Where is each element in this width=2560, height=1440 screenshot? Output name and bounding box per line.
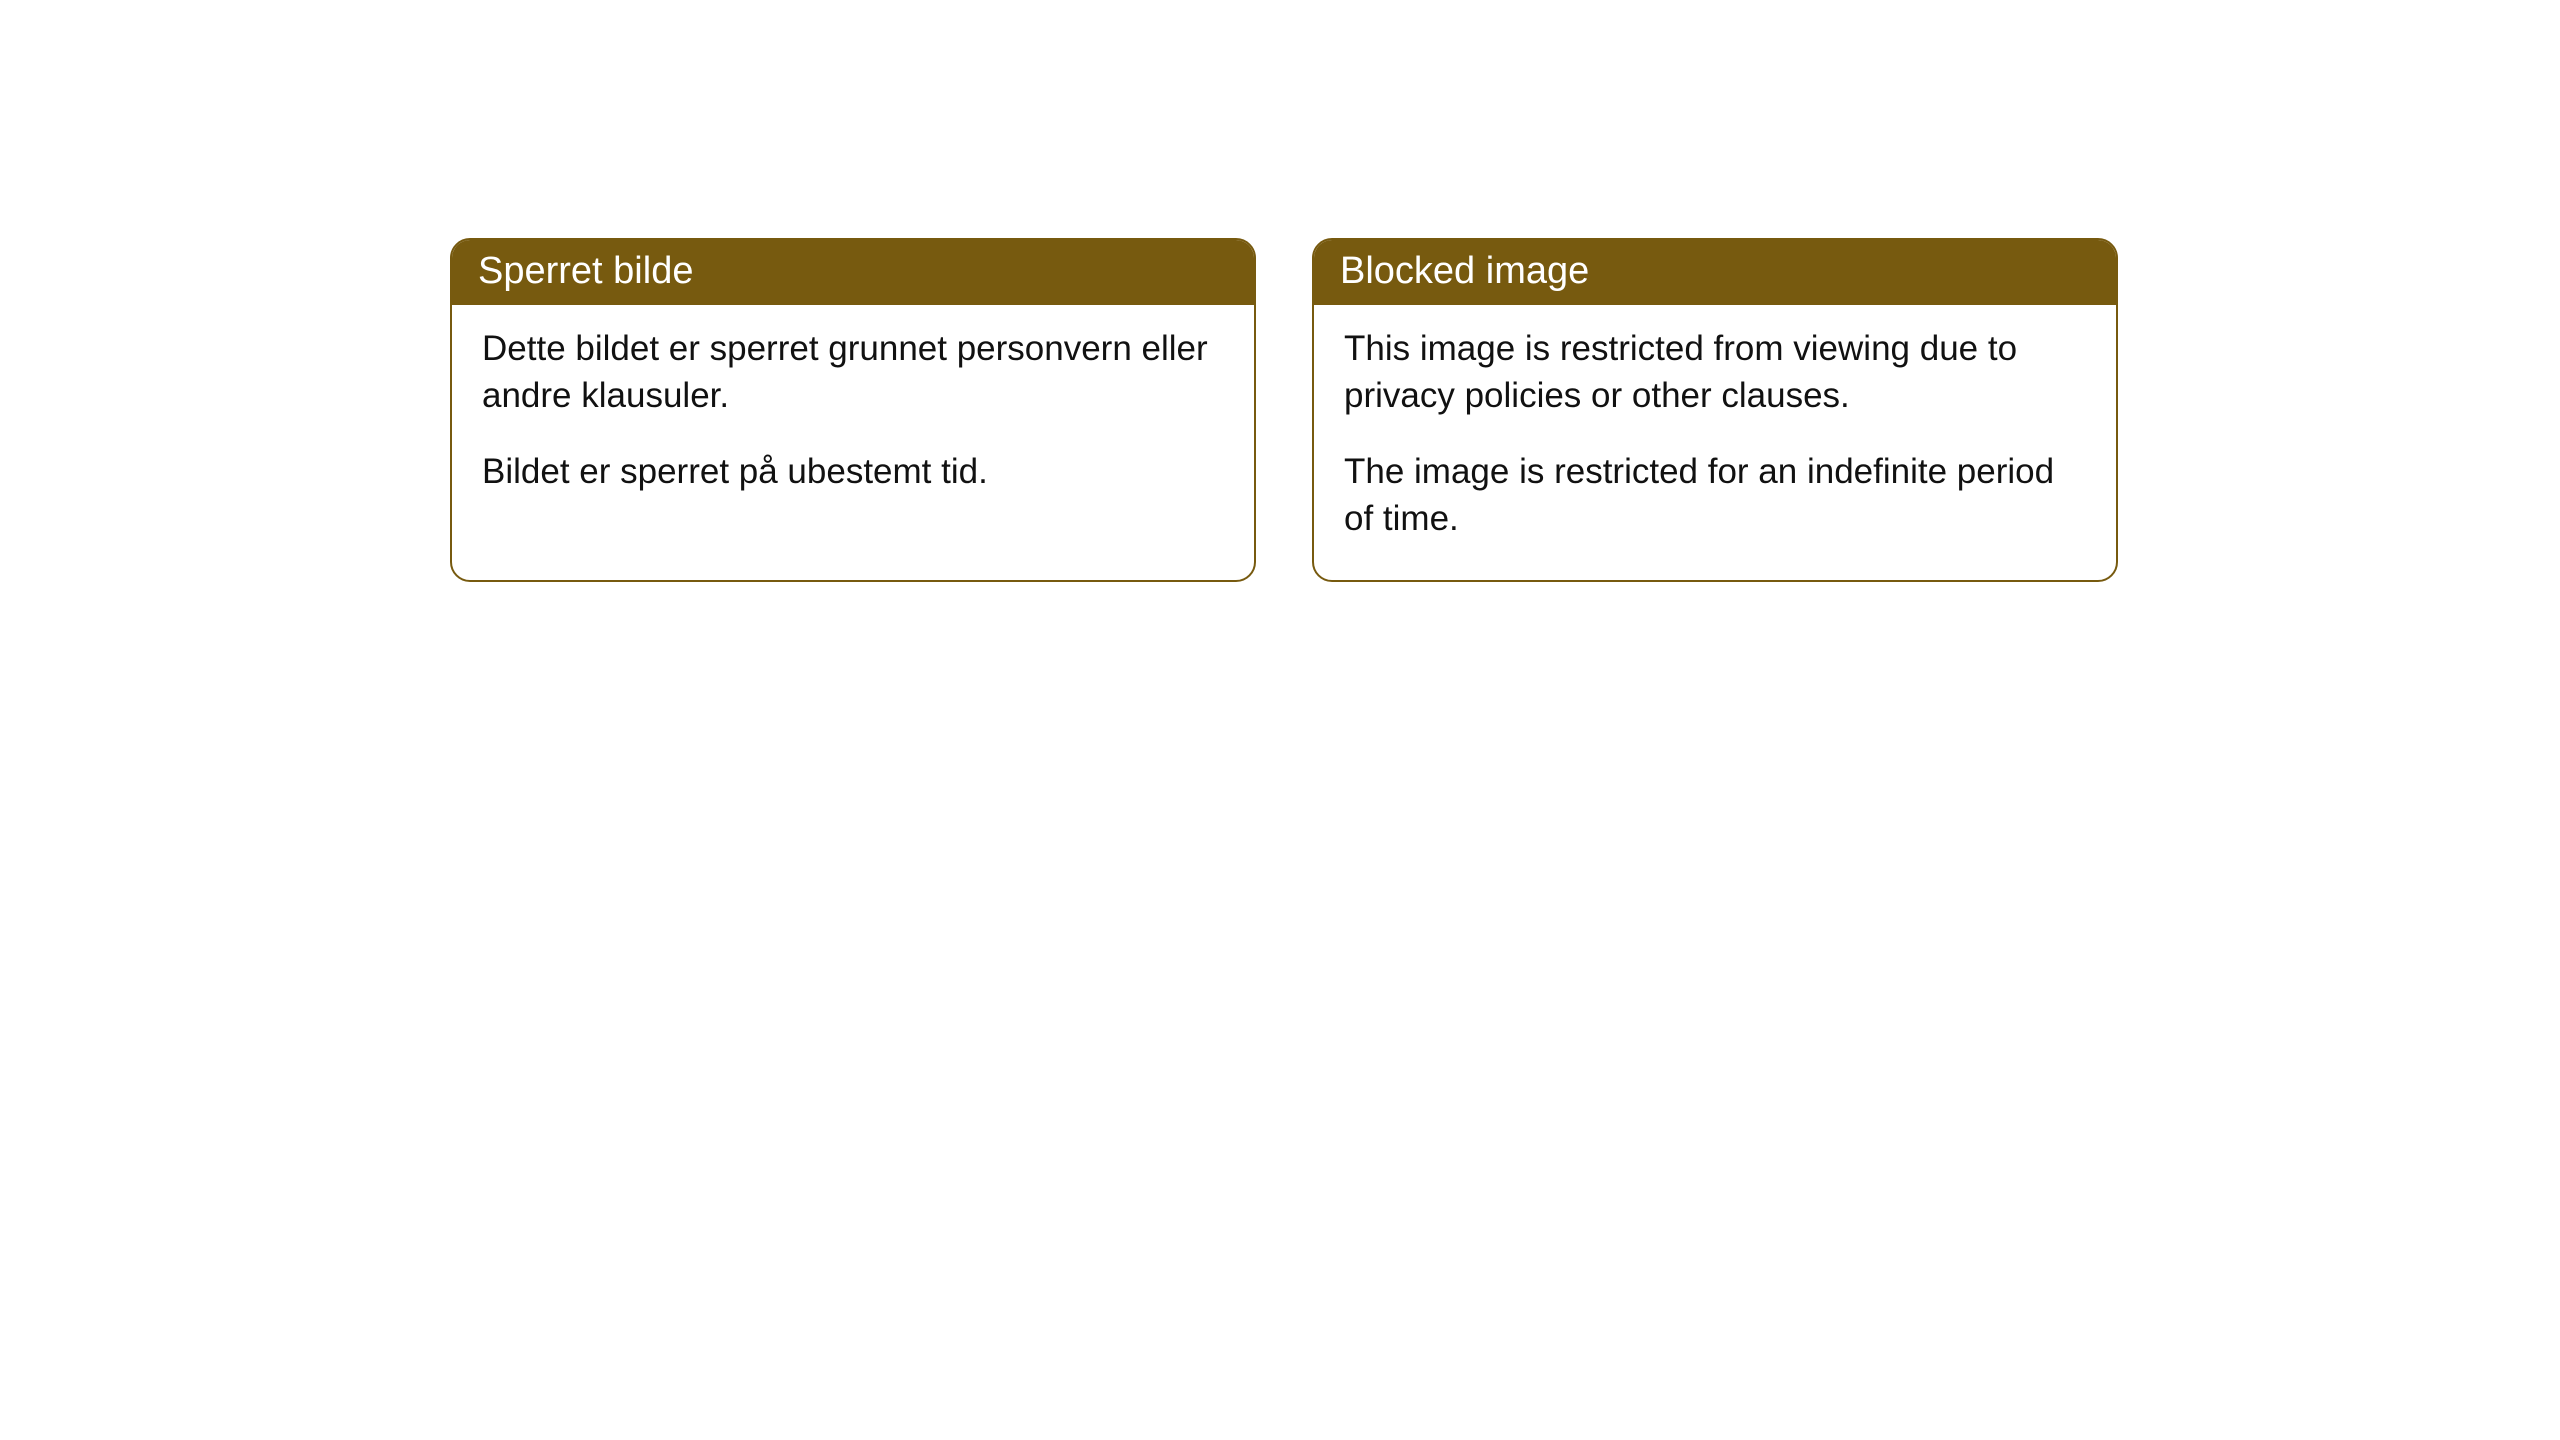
card-text-en-1: This image is restricted from viewing du… [1344, 325, 2086, 420]
card-text-en-2: The image is restricted for an indefinit… [1344, 448, 2086, 543]
notice-container: Sperret bilde Dette bildet er sperret gr… [0, 0, 2560, 582]
card-title-en: Blocked image [1314, 240, 2116, 305]
card-text-no-2: Bildet er sperret på ubestemt tid. [482, 448, 1224, 495]
card-body-en: This image is restricted from viewing du… [1314, 305, 2116, 580]
blocked-image-card-en: Blocked image This image is restricted f… [1312, 238, 2118, 582]
card-body-no: Dette bildet er sperret grunnet personve… [452, 305, 1254, 533]
blocked-image-card-no: Sperret bilde Dette bildet er sperret gr… [450, 238, 1256, 582]
card-text-no-1: Dette bildet er sperret grunnet personve… [482, 325, 1224, 420]
card-title-no: Sperret bilde [452, 240, 1254, 305]
